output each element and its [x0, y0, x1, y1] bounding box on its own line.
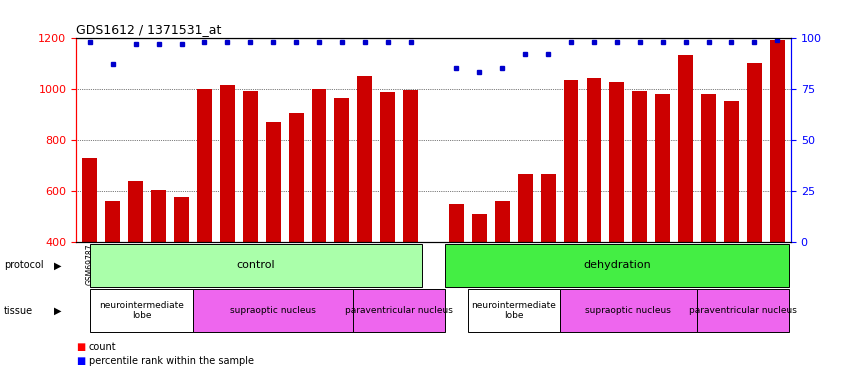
- Bar: [697, 289, 788, 332]
- Text: ▶: ▶: [54, 261, 61, 270]
- Bar: [193, 289, 354, 332]
- Text: neurointermediate
lobe: neurointermediate lobe: [99, 301, 184, 320]
- Text: control: control: [237, 260, 275, 270]
- Bar: [266, 122, 281, 344]
- Text: ■: ■: [76, 342, 85, 352]
- Bar: [472, 214, 486, 344]
- Bar: [90, 289, 193, 332]
- Bar: [381, 92, 395, 344]
- Bar: [586, 78, 602, 344]
- Text: paraventricular nucleus: paraventricular nucleus: [689, 306, 797, 315]
- Bar: [495, 201, 510, 344]
- Bar: [311, 88, 327, 344]
- Text: ■: ■: [76, 356, 85, 366]
- Bar: [701, 94, 716, 344]
- Bar: [243, 91, 258, 344]
- Bar: [518, 174, 533, 344]
- Bar: [678, 56, 693, 344]
- Text: supraoptic nucleus: supraoptic nucleus: [230, 306, 316, 315]
- Bar: [541, 174, 556, 344]
- Text: protocol: protocol: [4, 261, 44, 270]
- Bar: [559, 289, 697, 332]
- Bar: [656, 94, 670, 344]
- Text: supraoptic nucleus: supraoptic nucleus: [585, 306, 671, 315]
- Bar: [197, 88, 212, 344]
- Bar: [174, 197, 189, 344]
- Bar: [563, 80, 579, 344]
- Bar: [445, 244, 788, 287]
- Bar: [82, 158, 97, 344]
- Bar: [288, 113, 304, 344]
- Bar: [404, 90, 418, 344]
- Text: GDS1612 / 1371531_at: GDS1612 / 1371531_at: [76, 23, 222, 36]
- Text: paraventricular nucleus: paraventricular nucleus: [345, 306, 453, 315]
- Text: count: count: [89, 342, 117, 352]
- Bar: [151, 189, 166, 344]
- Text: dehydration: dehydration: [583, 260, 651, 270]
- Bar: [357, 76, 372, 344]
- Bar: [468, 289, 559, 332]
- Bar: [724, 101, 739, 344]
- Text: percentile rank within the sample: percentile rank within the sample: [89, 356, 254, 366]
- Bar: [770, 40, 785, 344]
- Bar: [609, 82, 624, 344]
- Bar: [220, 85, 235, 344]
- Text: tissue: tissue: [4, 306, 33, 315]
- Bar: [106, 201, 120, 344]
- Bar: [449, 204, 464, 344]
- Bar: [354, 289, 445, 332]
- Text: neurointermediate
lobe: neurointermediate lobe: [471, 301, 556, 320]
- Text: ▶: ▶: [54, 306, 61, 315]
- Bar: [129, 181, 143, 344]
- Bar: [747, 63, 761, 344]
- Bar: [334, 98, 349, 344]
- Bar: [632, 91, 647, 344]
- Bar: [90, 244, 422, 287]
